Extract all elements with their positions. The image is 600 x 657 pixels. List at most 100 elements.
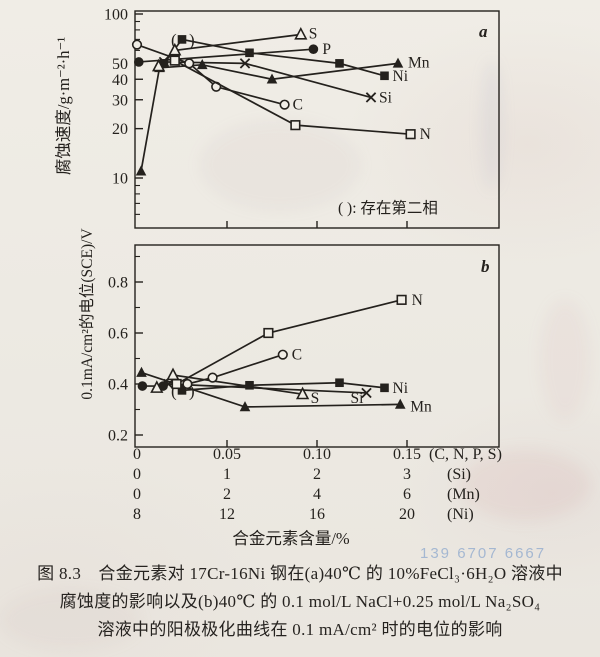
marker-triangle-open <box>166 367 180 381</box>
second-phase-paren-open: ( <box>171 381 177 400</box>
series-label-P: P <box>322 41 331 58</box>
chart-b-series-S: S <box>150 367 320 407</box>
x-tick-label-Ni: 16 <box>309 506 325 523</box>
marker-circle-open <box>277 349 288 360</box>
x-tick-label-CNPS: 0.10 <box>303 446 331 463</box>
x-row-suffix-Si: (Si) <box>447 466 471 483</box>
x-axis-title: 合金元素含量/% <box>232 529 350 548</box>
marker-square-filled <box>159 59 169 68</box>
y-tick-label: 0.2 <box>108 428 128 445</box>
caption-line-1: 图 8.3 合金元素对 17Cr-16Ni 钢在(a)40℃ 的 10%FeCl… <box>37 564 563 583</box>
x-tick-label-CNPS: 0.05 <box>213 446 241 463</box>
y-tick-label: 0.6 <box>108 326 128 343</box>
series-line-Ni <box>181 381 385 392</box>
marker-square-open <box>263 327 274 339</box>
figure-caption: 图 8.3 合金元素对 17Cr-16Ni 钢在(a)40℃ 的 10%FeCl… <box>0 560 600 644</box>
marker-square-filled <box>380 383 389 393</box>
series-label-C: C <box>292 347 302 364</box>
marker-triangle-open <box>168 42 182 56</box>
x-tick-label-CNPS: 0 <box>133 446 141 463</box>
x-tick-label-Mn: 4 <box>313 486 321 503</box>
second-phase-paren-close: ) <box>189 30 195 49</box>
chart-a-series-P: P <box>134 41 331 67</box>
caption-line-3: 溶液中的阳极极化曲线在 0.1 mA/cm² 时的电位的影响 <box>97 620 503 639</box>
x-tick-label-Si: 1 <box>223 466 231 483</box>
marker-square-filled <box>335 59 344 68</box>
marker-square-filled <box>335 378 344 388</box>
y-tick-label: 10 <box>112 171 128 188</box>
marker-triangle-filled <box>239 401 251 412</box>
x-tick-label-Si: 0 <box>133 466 141 483</box>
chart-a-series-Ni: () Ni <box>159 30 409 85</box>
marker-triangle-filled <box>196 59 208 70</box>
chart-b-series-C: C <box>182 347 302 390</box>
series-label-Ni: Ni <box>393 68 409 85</box>
chart-a-corner-label: a <box>479 22 488 41</box>
x-row-suffix-CNPS: (C, N, P, S) <box>429 446 502 463</box>
marker-x <box>365 92 377 103</box>
y-tick-label: 100 <box>104 7 128 24</box>
marker-triangle-filled <box>136 366 147 377</box>
marker-triangle-filled <box>392 57 404 68</box>
y-tick-label: 0.8 <box>108 275 128 292</box>
marker-triangle-filled <box>135 165 147 176</box>
marker-circle-open <box>279 99 290 110</box>
second-phase-paren-open: ( <box>171 30 177 49</box>
series-label-C: C <box>293 97 303 114</box>
chart-a-series-S: S <box>151 25 318 72</box>
marker-circle-open <box>131 39 143 50</box>
series-label-Si: Si <box>379 89 393 106</box>
series-label-Si: Si <box>351 390 365 407</box>
series-label-S: S <box>309 25 318 42</box>
series-label-N: N <box>420 126 431 143</box>
y-tick-label: 50 <box>112 56 128 73</box>
series-label-S: S <box>311 390 320 407</box>
x-tick-label-Ni: 8 <box>133 506 141 523</box>
marker-square-open <box>405 129 416 140</box>
chart-b: 0.8 0.6 0.4 0.2 0.1mA/cm²的电位(SCE)/V b Mn Si () Ni… <box>78 228 500 448</box>
marker-circle-filled <box>308 44 319 55</box>
series-label-N: N <box>412 292 423 309</box>
x-tick-label-Mn: 0 <box>133 486 141 503</box>
marker-square-open <box>171 378 182 390</box>
y-tick-label: 40 <box>112 72 128 89</box>
x-row-suffix-Ni: (Ni) <box>447 506 474 523</box>
y-tick-label: 0.4 <box>108 377 128 394</box>
marker-circle-open <box>182 378 193 390</box>
series-label-Mn: Mn <box>408 54 430 71</box>
x-tick-label-Mn: 2 <box>223 486 231 503</box>
chart-b-frame <box>134 244 500 448</box>
x-tick-label-Ni: 12 <box>219 506 235 523</box>
marker-triangle-open <box>151 58 166 72</box>
series-line-N <box>176 299 402 385</box>
marker-triangle-open <box>294 26 308 40</box>
chart-b-series-Ni: () Ni <box>171 378 409 400</box>
second-phase-paren-close: ) <box>189 381 195 400</box>
x-tick-label-CNPS: 0.15 <box>393 446 421 463</box>
marker-square-filled <box>380 71 389 81</box>
x-tick-label-Si: 2 <box>313 466 321 483</box>
marker-triangle-open <box>295 386 310 400</box>
chart-b-y-axis-label: 0.1mA/cm²的电位(SCE)/V <box>78 228 96 400</box>
chart-b-corner-label: b <box>481 257 490 276</box>
chart-b-series-N: N <box>171 292 423 390</box>
series-label-Ni: Ni <box>393 380 409 397</box>
marker-square-filled <box>245 380 254 390</box>
phone-watermark: 139 6707 6667 <box>420 545 547 562</box>
x-tick-label-Si: 3 <box>403 466 411 483</box>
marker-circle-open <box>207 372 218 383</box>
marker-circle-filled <box>137 381 148 391</box>
marker-square-filled <box>177 35 187 44</box>
x-row-suffix-Mn: (Mn) <box>447 486 480 503</box>
chart-a-series-Mn: Mn <box>135 54 430 176</box>
chart-a-y-axis-label: 腐蚀速度/g·m⁻²·h⁻¹ <box>54 37 73 175</box>
marker-square-filled <box>177 386 187 395</box>
series-line-P <box>138 48 314 63</box>
y-tick-label: 20 <box>112 121 128 138</box>
marker-circle-filled <box>134 57 144 67</box>
y-tick-label: 30 <box>112 92 128 109</box>
marker-square-open <box>396 294 407 305</box>
